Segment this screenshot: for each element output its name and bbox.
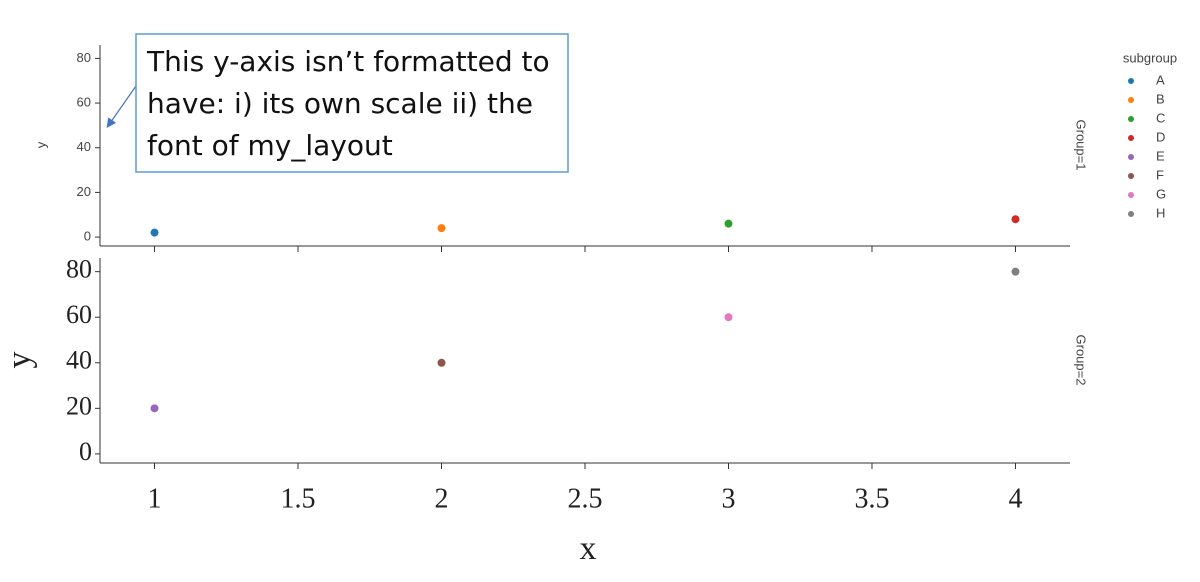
y-tick-label: 40 <box>77 139 91 154</box>
x-tick-label: 1 <box>148 483 162 514</box>
legend-label: H <box>1156 205 1165 220</box>
y-tick-label: 40 <box>66 346 92 375</box>
legend-marker <box>1128 97 1134 103</box>
y-tick-label: 0 <box>84 229 91 244</box>
legend-marker <box>1128 211 1134 217</box>
legend-label: G <box>1156 186 1166 201</box>
x-tick-label: 2.5 <box>568 483 603 514</box>
legend-label: F <box>1156 167 1164 182</box>
y-axis-label: y <box>33 141 48 148</box>
legend-label: B <box>1156 91 1165 106</box>
point <box>724 219 733 228</box>
x-tick-label: 3 <box>721 483 735 514</box>
y-tick-label: 0 <box>79 437 92 466</box>
point <box>437 224 446 233</box>
legend-title: subgroup <box>1123 50 1177 65</box>
y-axis-label: y <box>1 352 38 369</box>
y-tick-label: 20 <box>77 184 91 199</box>
x-tick-label: 2 <box>435 483 449 514</box>
legend-marker <box>1128 135 1134 141</box>
x-axis-label: x <box>580 530 597 567</box>
legend-label: C <box>1156 110 1165 125</box>
point <box>437 358 446 367</box>
y-tick-label: 80 <box>77 50 91 65</box>
annotation-text: This y-axis isn’t formatted to have: i) … <box>147 45 550 162</box>
legend-marker <box>1128 192 1134 198</box>
legend-marker <box>1128 78 1134 84</box>
point <box>1011 215 1020 224</box>
x-tick-label: 1.5 <box>281 483 316 514</box>
legend-label: A <box>1156 72 1165 87</box>
y-tick-label: 60 <box>77 95 91 110</box>
point <box>150 404 159 413</box>
legend-marker <box>1128 116 1134 122</box>
legend-marker <box>1128 154 1134 160</box>
x-tick-label: 4 <box>1008 483 1022 514</box>
facet-label: Group=2 <box>1074 335 1089 386</box>
point <box>1011 267 1020 276</box>
y-tick-label: 20 <box>66 391 92 420</box>
legend-marker <box>1128 173 1134 179</box>
legend-label: D <box>1156 129 1165 144</box>
legend-label: E <box>1156 148 1165 163</box>
point <box>724 313 733 322</box>
facet-label: Group=1 <box>1074 120 1089 171</box>
annotation-box <box>135 33 569 173</box>
point <box>150 228 159 237</box>
y-tick-label: 60 <box>66 300 92 329</box>
annotation: This y-axis isn’t formatted to have: i) … <box>147 45 550 162</box>
x-tick-label: 3.5 <box>854 483 889 514</box>
y-tick-label: 80 <box>66 255 92 284</box>
annotation-arrow <box>106 85 137 128</box>
